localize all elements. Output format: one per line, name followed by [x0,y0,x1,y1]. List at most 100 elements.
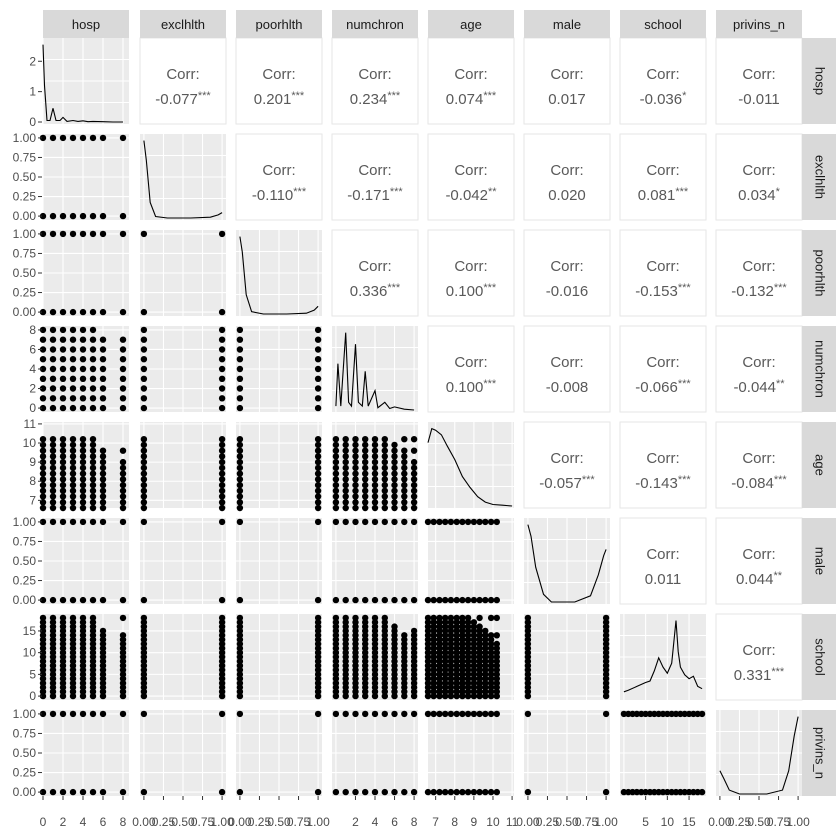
scatter-point [391,692,398,700]
scatter-point [119,487,127,494]
x-tick-label: 0.25 [536,815,560,829]
scatter-point [464,788,472,796]
scatter-point [69,710,77,718]
scatter-point [332,640,340,648]
scatter-point [410,662,418,669]
scatter-point [476,649,483,656]
corr-number: -0.084 [731,475,774,492]
y-tick-label: 0.00 [13,305,37,319]
scatter-point [69,212,77,220]
scatter-point [314,436,322,443]
scatter-point [470,619,478,626]
scatter-point [236,679,244,687]
scatter-point [436,614,443,622]
scatter-point [362,499,369,506]
scatter-point [140,640,148,648]
corr-stars: ** [488,186,497,198]
corr-number: 0.100 [446,379,484,396]
scatter-point [314,504,322,512]
scatter-point [482,710,489,718]
y-tick-label: 1 [29,85,36,99]
corr-stars: *** [291,90,305,102]
scatter-point [39,596,47,604]
panel-exclhlth-exclhlth [140,134,226,220]
x-tick-label: 8 [120,815,127,829]
scatter-point [352,458,359,466]
scatter-point [59,632,67,639]
corr-stars: *** [293,186,307,198]
scatter-point [59,499,67,506]
scatter-point [476,614,483,622]
scatter-point [39,464,47,472]
y-tick-label: 2 [29,382,36,396]
panel-exclhlth-age: Corr: -0.042** [427,133,515,221]
scatter-point [69,476,77,483]
scatter-point [459,710,466,718]
scatter-point [59,788,67,796]
scatter-point [59,326,67,334]
x-tick-label: 10 [486,815,500,829]
scatter-point [119,308,127,316]
scatter-point [218,619,226,626]
scatter-point [89,453,97,460]
scatter-point [119,230,127,238]
scatter-point [69,375,77,382]
panel-poorhlth-school: Corr: -0.153*** [619,229,707,317]
corr-panel-bg [139,37,227,125]
scatter-point [381,692,388,700]
scatter-point [424,619,432,626]
scatter-point [391,476,398,483]
scatter-point [524,679,532,687]
scatter-point [442,788,449,796]
scatter-point [447,632,455,639]
scatter-point [602,662,610,669]
scatter-point [140,788,148,796]
scatter-point [218,640,226,648]
scatter-point [39,662,47,669]
scatter-point [470,518,478,526]
row-label-privins_n: privins_n [813,727,828,779]
scatter-point [352,692,359,700]
scatter-point [99,504,107,512]
scatter-point [49,632,57,639]
scatter-point [371,436,379,443]
corr-stars: ** [773,570,782,582]
scatter-point [362,614,369,622]
scatter-point [332,464,340,472]
scatter-point [89,356,97,363]
scatter-point [89,458,97,466]
corr-panel-bg [331,133,419,221]
corr-panel-bg [523,421,611,509]
corr-value: -0.008 [546,379,589,396]
scatter-point [69,481,77,489]
row-label-numchron: numchron [813,340,828,398]
scatter-point [342,447,349,454]
panels: Corr:-0.077***Corr:0.201***Corr:0.234***… [39,37,803,796]
scatter-point [430,518,437,526]
scatter-point [410,627,418,635]
scatter-point [119,493,127,500]
corr-panel-bg [427,229,515,317]
x-tick-label: 2 [60,815,67,829]
scatter-point [49,134,57,142]
scatter-point [79,788,87,796]
scatter-point [362,788,369,796]
scatter-point [49,230,57,238]
scatter-point [493,649,500,656]
scatter-point [79,671,87,678]
corr-stars: *** [771,666,785,678]
scatter-point [391,640,398,648]
scatter-point [218,464,226,472]
corr-value: -0.066*** [635,378,691,396]
scatter-point [459,518,466,526]
panel-school-age [424,614,514,700]
scatter-point [430,671,437,678]
scatter-point [332,788,340,796]
scatter-point [89,395,97,402]
scatter-point [79,436,87,443]
scatter-point [218,679,226,687]
scatter-point [332,596,340,604]
scatter-point [89,619,97,626]
scatter-point [39,346,47,353]
scatter-point [362,692,369,700]
